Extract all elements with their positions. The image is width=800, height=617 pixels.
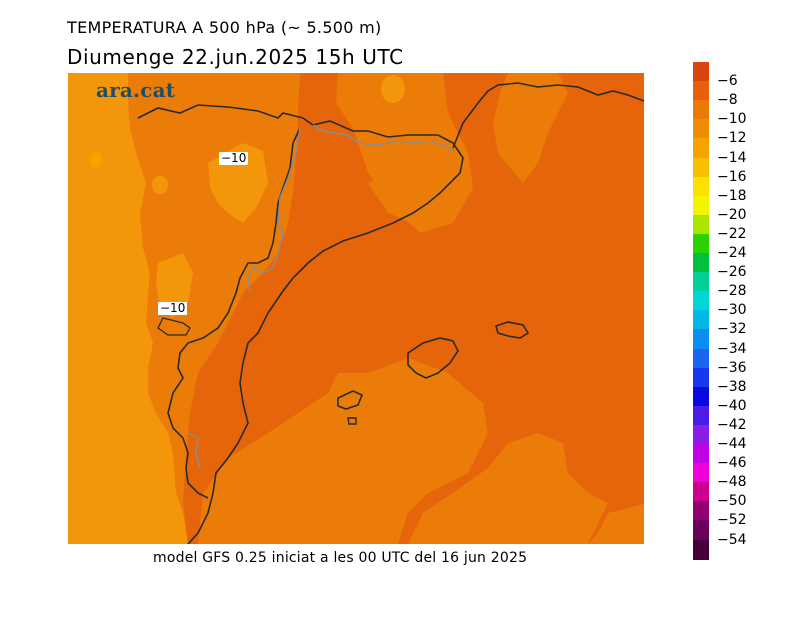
legend-label: −12: [717, 130, 747, 147]
legend-label: −22: [717, 225, 747, 242]
legend-label: −38: [717, 378, 747, 395]
legend-swatch: [693, 405, 709, 426]
map-subtitle: Diumenge 22.jun.2025 15h UTC: [67, 45, 404, 69]
legend-swatch: [693, 195, 709, 216]
legend-swatch: [693, 444, 709, 464]
legend-swatch: [693, 233, 709, 254]
legend-swatch: [693, 539, 709, 560]
temperature-map: [68, 73, 644, 544]
legend-swatch: [693, 62, 709, 82]
legend-label: −14: [717, 149, 747, 166]
contour-label: −10: [158, 301, 188, 315]
legend-swatch: [693, 253, 709, 273]
coast-border: [137, 104, 464, 544]
temp-zone-light-spot: [152, 176, 168, 194]
legend-label: −8: [717, 92, 738, 109]
legend-swatch: [693, 119, 709, 140]
legend-swatch: [693, 138, 709, 159]
legend-label: −16: [717, 168, 747, 185]
legend-label: −18: [717, 187, 747, 204]
legend-swatch: [693, 100, 709, 121]
temp-zone-light-spot: [90, 153, 102, 167]
legend-label: −48: [717, 474, 747, 491]
legend-swatch: [693, 81, 709, 102]
legend-label: −42: [717, 416, 747, 433]
legend-swatch: [693, 520, 709, 541]
legend-colorbar: [693, 62, 709, 560]
temp-zone-mid-patch: [368, 168, 448, 223]
legend-swatch: [693, 272, 709, 293]
legend-label: −46: [717, 455, 747, 472]
island-menorca: [495, 321, 530, 339]
legend-label: −54: [717, 531, 747, 548]
legend-label: −28: [717, 283, 747, 300]
legend-swatch: [693, 386, 709, 407]
legend-swatch: [693, 501, 709, 522]
map-canvas: [68, 73, 644, 544]
legend-label: −34: [717, 340, 747, 357]
legend-label: −32: [717, 321, 747, 338]
region-border: [312, 124, 454, 152]
region-border: [247, 127, 301, 294]
legend-swatch: [693, 214, 709, 235]
legend-swatch: [693, 463, 709, 484]
legend-label: −26: [717, 264, 747, 281]
border-andorra: [157, 317, 191, 336]
coast-border: [452, 82, 644, 149]
temp-zone-dark: [183, 73, 644, 544]
legend-swatch: [693, 291, 709, 312]
legend-swatch: [693, 329, 709, 350]
brand-logo: ara.cat: [96, 78, 176, 102]
model-footer: model GFS 0.25 iniciat a les 00 UTC del …: [153, 550, 528, 566]
legend-label: −10: [717, 111, 747, 128]
contour-label: −10: [219, 151, 249, 165]
legend-swatch: [693, 176, 709, 197]
border-france-spain: [167, 127, 301, 499]
legend-swatch: [693, 310, 709, 331]
region-border: [187, 432, 201, 469]
temp-zone-mid-patch: [493, 73, 568, 183]
legend-label: −20: [717, 206, 747, 223]
legend-label: −6: [717, 73, 738, 90]
legend-label: −44: [717, 436, 747, 452]
temp-zone-light-spot: [381, 75, 405, 103]
island-ibiza: [337, 390, 364, 410]
legend-label: −30: [717, 302, 747, 319]
legend-swatch: [693, 348, 709, 369]
legend-label: −52: [717, 512, 747, 529]
island-formentera: [347, 417, 357, 425]
legend-label: −40: [717, 397, 747, 414]
legend-label: −36: [717, 359, 747, 376]
legend-swatch: [693, 424, 709, 445]
legend-swatch: [693, 367, 709, 388]
legend-label: −24: [717, 245, 747, 261]
island-mallorca: [407, 337, 459, 379]
legend-label: −50: [717, 493, 747, 510]
legend-swatch: [693, 157, 709, 178]
temp-zone-mid-patch: [408, 433, 608, 544]
legend-swatch: [693, 482, 709, 503]
temp-zone-light-inlet: [156, 253, 193, 318]
map-title: TEMPERATURA A 500 hPa (~ 5.500 m): [67, 18, 382, 37]
